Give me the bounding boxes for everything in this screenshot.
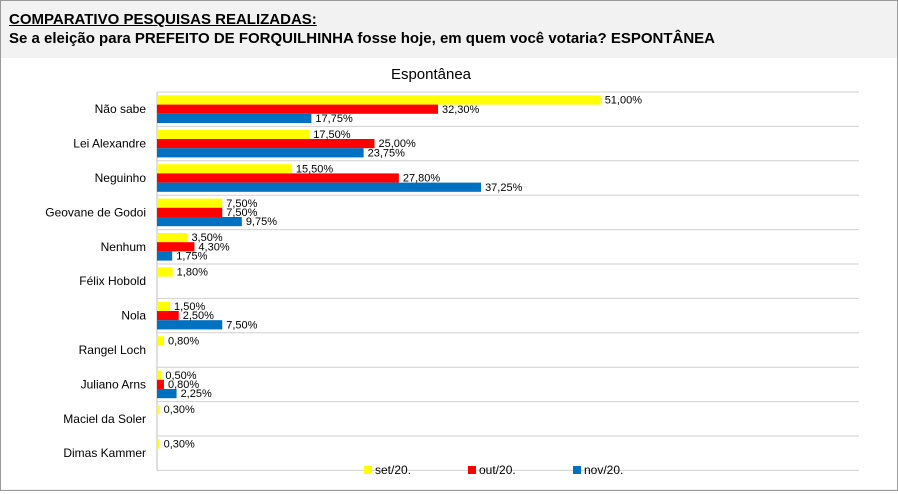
bar-set20 <box>157 439 160 449</box>
data-label: 0,30% <box>164 404 195 416</box>
data-label: 9,75% <box>246 216 277 228</box>
bar-nov20 <box>157 217 242 227</box>
category-label: Nola <box>121 309 146 323</box>
bar-set20 <box>157 301 171 311</box>
legend-label: set/20. <box>375 463 411 477</box>
data-label: 0,80% <box>168 335 199 347</box>
bar-nov20 <box>157 148 364 158</box>
data-label: 51,00% <box>605 95 643 107</box>
bar-chart: Espontânea Não sabe 51,00% 32,30% 17,75% Lei… <box>45 66 859 477</box>
bar-out20 <box>157 173 399 183</box>
report-header: COMPARATIVO PESQUISAS REALIZADAS: Se a e… <box>9 10 715 48</box>
bar-out20 <box>157 311 179 321</box>
category-label: Nenhum <box>101 240 146 254</box>
bar-nov20 <box>157 182 482 192</box>
bar-set20 <box>157 198 223 208</box>
legend-swatch <box>364 466 372 474</box>
bar-set20 <box>157 164 292 174</box>
data-label: 27,80% <box>403 173 441 185</box>
bar-out20 <box>157 207 223 217</box>
bar-set20 <box>157 233 188 243</box>
category-label: Rangel Loch <box>79 343 146 357</box>
category-label: Geovane de Godoi <box>45 205 146 219</box>
data-label: 17,50% <box>313 129 351 141</box>
data-label: 17,75% <box>315 113 353 125</box>
category-label: Não sabe <box>95 102 147 116</box>
report-title: COMPARATIVO PESQUISAS REALIZADAS: <box>9 11 317 28</box>
category-label: Félix Hobold <box>79 274 146 288</box>
data-label: 7,50% <box>226 198 257 210</box>
legend-label: out/20. <box>479 463 516 477</box>
bar-nov20 <box>157 389 177 399</box>
category-label: Dimas Kammer <box>63 446 146 460</box>
bar-set20 <box>157 370 162 380</box>
data-label: 1,80% <box>177 267 208 279</box>
data-label: 1,50% <box>174 301 205 313</box>
bar-nov20 <box>157 320 223 330</box>
data-label: 7,50% <box>226 319 257 331</box>
data-label: 32,30% <box>442 104 480 116</box>
data-label: 37,25% <box>485 182 523 194</box>
bar-out20 <box>157 104 439 114</box>
bar-set20 <box>157 129 310 139</box>
category-label: Neguinho <box>95 171 147 185</box>
legend-swatch <box>573 466 581 474</box>
data-label: 25,00% <box>379 138 417 150</box>
data-label: 7,50% <box>226 207 257 219</box>
data-label: 1,75% <box>176 251 207 263</box>
data-label: 23,75% <box>368 147 406 159</box>
chart-area: Espontânea Não sabe 51,00% 32,30% 17,75% Lei… <box>1 58 897 489</box>
category-label: Juliano Arns <box>81 377 146 391</box>
bar-set20 <box>157 267 173 277</box>
bar-nov20 <box>157 113 312 123</box>
category-label: Maciel da Soler <box>63 412 146 426</box>
bar-out20 <box>157 242 195 252</box>
bar-nov20 <box>157 251 173 261</box>
legend-label: nov/20. <box>584 463 623 477</box>
data-label: 0,50% <box>165 370 196 382</box>
data-label: 4,30% <box>198 241 229 253</box>
data-label: 0,30% <box>164 439 195 451</box>
data-label: 2,50% <box>183 310 214 322</box>
bar-set20 <box>157 95 601 105</box>
data-label: 0,80% <box>168 379 199 391</box>
report-question: Se a eleição para PREFEITO DE FORQUILHIN… <box>9 30 716 47</box>
category-label: Lei Alexandre <box>73 137 146 151</box>
data-label: 15,50% <box>296 163 334 175</box>
data-label: 3,50% <box>191 232 222 244</box>
chart-title: Espontânea <box>391 66 472 83</box>
bar-set20 <box>157 405 160 415</box>
bar-out20 <box>157 379 164 389</box>
bar-out20 <box>157 139 375 149</box>
legend-swatch <box>468 466 476 474</box>
bar-set20 <box>157 336 164 346</box>
data-label: 2,25% <box>181 388 212 400</box>
